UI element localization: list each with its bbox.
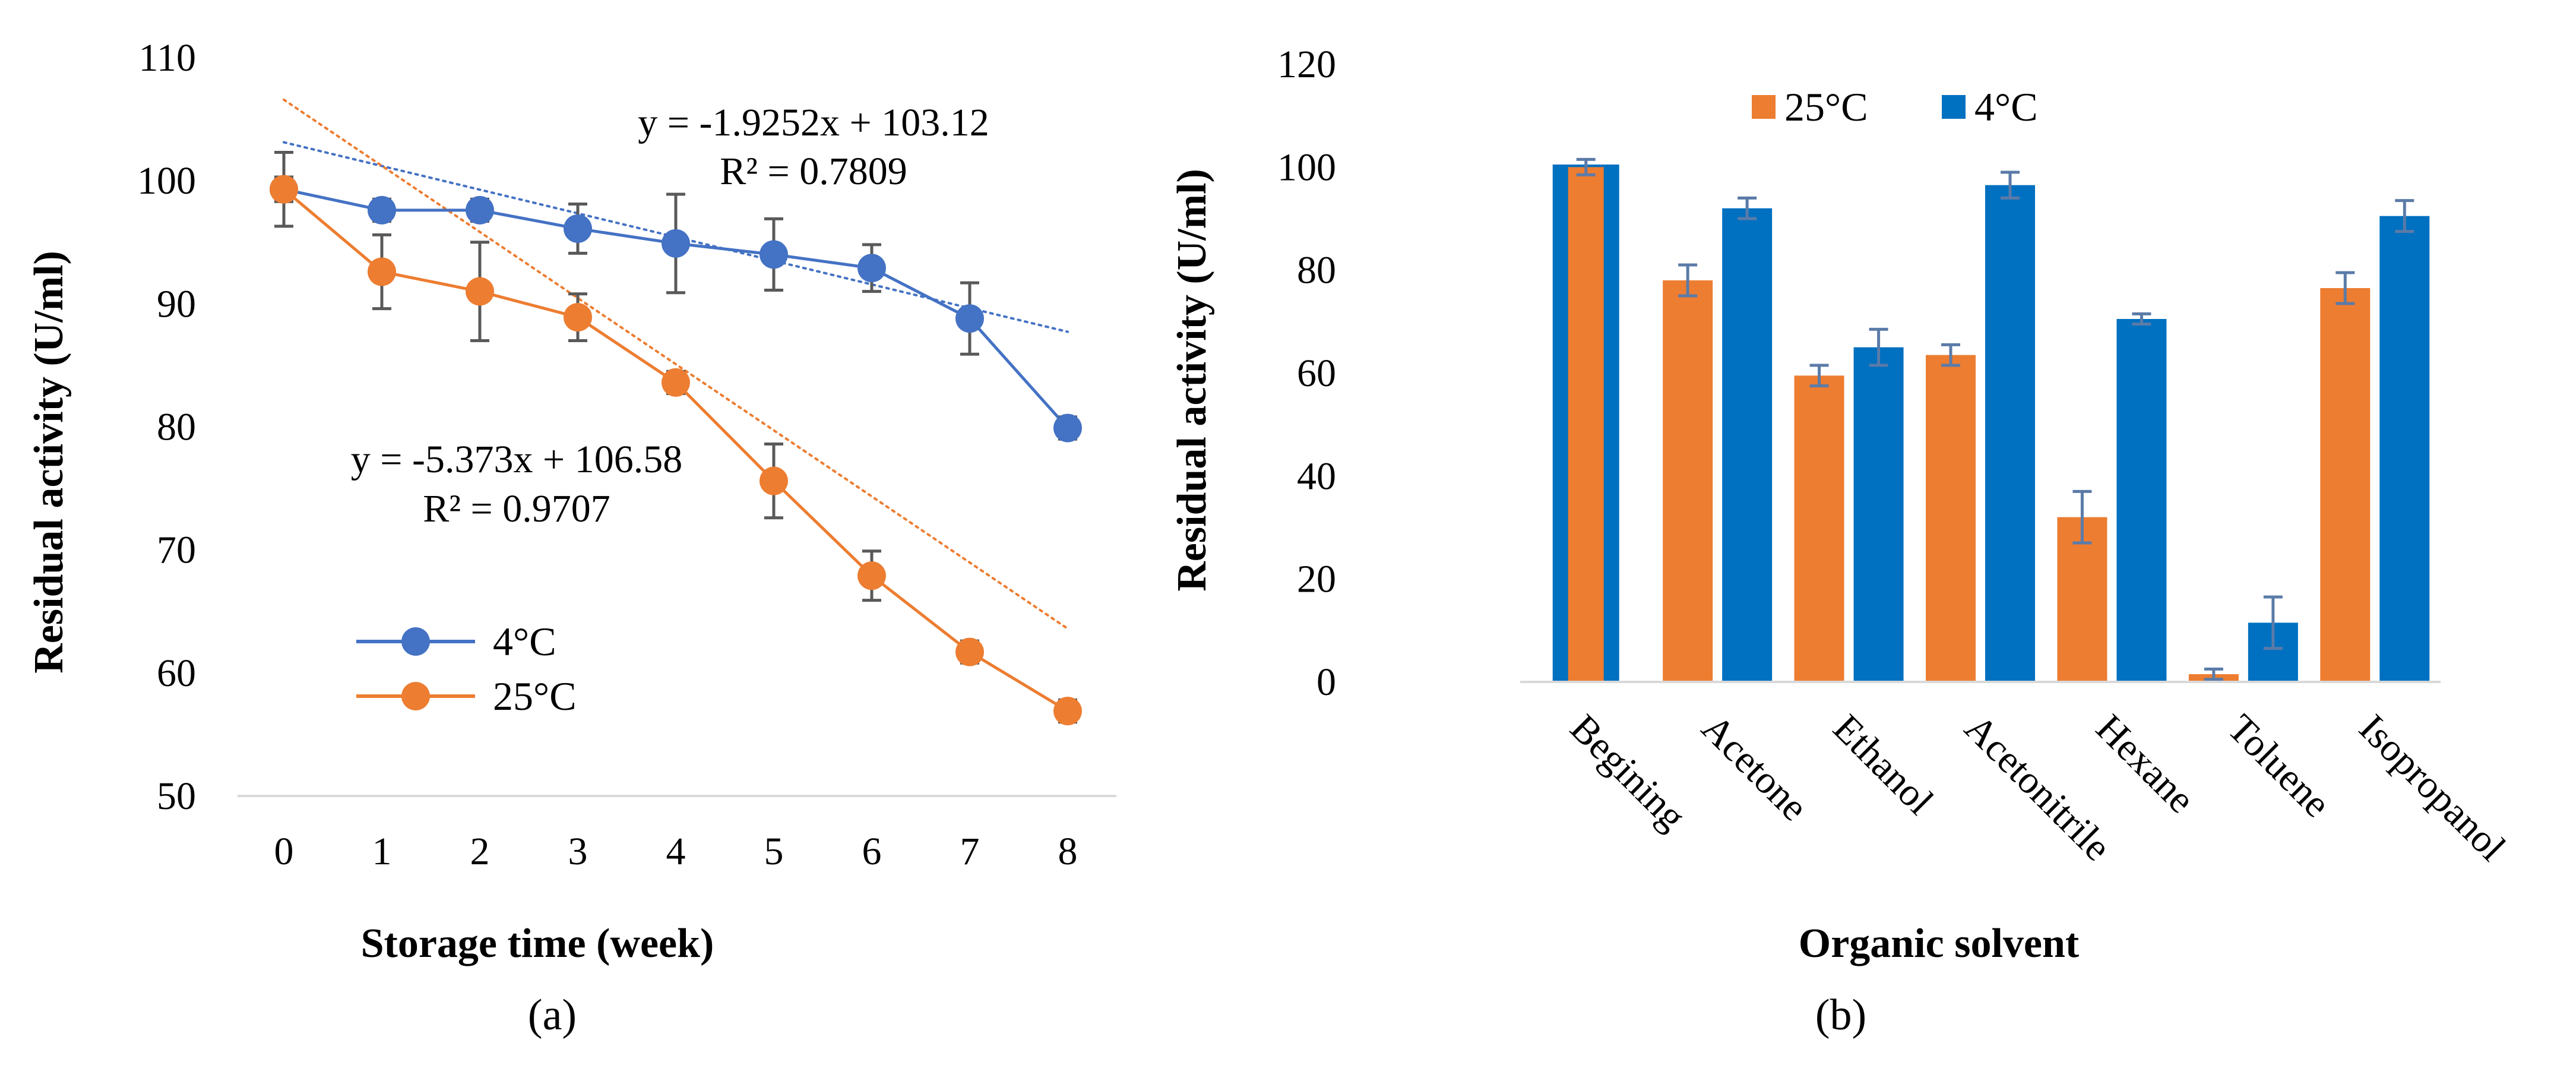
- panel-a-point-4c: [1053, 414, 1082, 443]
- panel-a-point-4c: [368, 196, 396, 225]
- panel-a-x-tick-label: 5: [764, 830, 784, 873]
- panel-a-25c-trend-r2: R² = 0.9707: [423, 487, 610, 530]
- panel-a-point-25c: [759, 467, 788, 495]
- panel-a-point-4c: [662, 229, 690, 258]
- panel-a-point-25c: [270, 175, 298, 204]
- panel-a-x-tick-label: 3: [568, 830, 588, 873]
- panel-a-x-axis-title: Storage time (week): [361, 921, 714, 966]
- panel-a-point-25c: [662, 368, 690, 397]
- panel-a-4c-trend-r2: R² = 0.7809: [720, 150, 907, 193]
- panel-b-bar-25c: [1663, 280, 1713, 682]
- legend-label-4c-b: 4°C: [1974, 84, 2038, 129]
- legend-label-25c-b: 25°C: [1784, 84, 1868, 129]
- panel-a-x-tick-label: 0: [274, 830, 294, 873]
- panel-a-y-tick-label: 90: [157, 282, 196, 326]
- panel-b-y-tick-label: 120: [1277, 43, 1336, 86]
- panel-a-y-tick-label: 70: [157, 529, 196, 572]
- legend-marker-25c: [401, 682, 430, 710]
- panel-a-label: (a): [528, 991, 577, 1039]
- panel-a-point-25c: [564, 303, 592, 331]
- panel-a-legend: 4°C 25°C: [356, 619, 577, 719]
- panel-a-y-tick-label: 80: [157, 406, 196, 449]
- panel-b-x-axis-title: Organic solvent: [1799, 921, 2079, 966]
- panel-a-point-4c: [759, 240, 788, 268]
- panel-a-y-tick-label: 60: [157, 652, 196, 695]
- panel-a-line-chart: Residual activity (U/ml) Storage time (w…: [26, 36, 1116, 1039]
- panel-b-category-label: Begining: [1562, 706, 1694, 839]
- panel-b-category-label: Hexane: [2088, 706, 2203, 821]
- legend-label-4c: 4°C: [493, 619, 556, 664]
- panel-a-x-tick-label: 6: [862, 830, 882, 873]
- panel-b-y-tick-label: 40: [1297, 454, 1336, 498]
- panel-a-point-25c: [466, 277, 494, 306]
- panel-b-bar-25c: [1568, 167, 1604, 682]
- panel-b-category-label: Ethanol: [1825, 706, 1942, 823]
- panel-a-point-4c: [466, 196, 494, 225]
- panel-a-x-tick-label: 4: [666, 830, 686, 873]
- panel-a-x-tick-label: 8: [1058, 830, 1078, 873]
- panel-b-y-tick-label: 0: [1317, 661, 1336, 704]
- panel-b-category-label: Toluene: [2219, 706, 2338, 826]
- panel-b-y-tick-label: 20: [1297, 558, 1336, 601]
- panel-b-bar-25c: [1795, 375, 1844, 682]
- panel-a-y-tick-label: 100: [137, 159, 196, 203]
- panel-b-bar-chart: Residual activity (U/ml) Organic solvent…: [1169, 43, 2514, 1039]
- legend-swatch-4c: [1942, 95, 1966, 119]
- panel-b-label: (b): [1815, 991, 1866, 1039]
- panel-b-bar-4c: [1854, 347, 1904, 682]
- panel-b-bar-25c: [1926, 355, 1976, 682]
- panel-b-bar-4c: [1985, 185, 2035, 682]
- panel-a-point-25c: [955, 638, 984, 666]
- panel-a-x-tick-label: 1: [372, 830, 392, 873]
- panel-a-25c-trend-equation: y = -5.373x + 106.58: [351, 438, 682, 481]
- legend-swatch-25c: [1752, 95, 1776, 119]
- panel-b-bar-4c: [2379, 216, 2429, 682]
- panel-b-y-tick-label: 100: [1277, 146, 1336, 189]
- panel-a-x-tick-label: 2: [470, 830, 490, 873]
- panel-a-y-axis-title: Residual activity (U/ml): [26, 251, 72, 674]
- panel-b-category-label: Isopropanol: [2351, 706, 2514, 870]
- panel-b-bar-4c: [1722, 208, 1772, 682]
- panel-a-point-25c: [368, 257, 396, 286]
- legend-marker-4c: [401, 627, 430, 656]
- panel-a-y-tick-label: 110: [138, 36, 196, 80]
- panel-a-point-25c: [1053, 697, 1082, 725]
- panel-a-point-4c: [857, 254, 886, 282]
- panel-a-point-25c: [857, 561, 886, 590]
- figure: Residual activity (U/ml) Storage time (w…: [0, 0, 2576, 1068]
- panel-b-y-tick-label: 60: [1297, 352, 1336, 395]
- panel-a-x-tick-label: 7: [960, 830, 980, 873]
- panel-b-legend: 25°C 4°C: [1752, 84, 2038, 129]
- panel-b-y-tick-label: 80: [1297, 249, 1336, 292]
- panel-a-trendline-25c: [284, 100, 1068, 628]
- panel-b-y-axis-title: Residual activity (U/ml): [1169, 169, 1215, 592]
- panel-a-point-4c: [955, 304, 984, 333]
- panel-b-bar-4c: [2116, 319, 2166, 682]
- legend-label-25c: 25°C: [493, 674, 577, 719]
- panel-a-y-tick-label: 50: [157, 775, 196, 818]
- panel-b-bar-25c: [2320, 288, 2370, 682]
- panel-b-category-label: Acetone: [1694, 706, 1817, 829]
- panel-a-point-4c: [564, 214, 592, 243]
- panel-a-4c-trend-equation: y = -1.9252x + 103.12: [638, 101, 989, 144]
